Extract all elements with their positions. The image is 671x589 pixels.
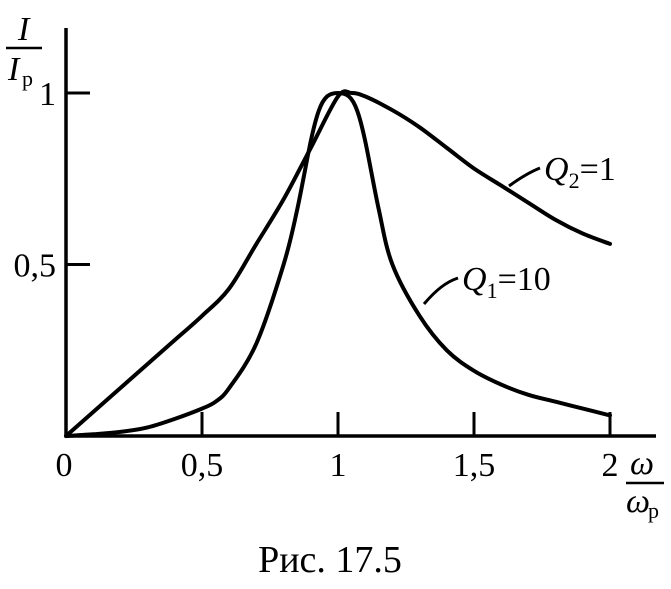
x-tick-label: 0 bbox=[56, 447, 73, 484]
series-line-q1 bbox=[64, 91, 612, 438]
series-label-q1-leader bbox=[422, 276, 459, 305]
y-axis-label-denominator-sub: р bbox=[22, 66, 33, 91]
x-axis-label: ω ω р bbox=[626, 445, 664, 523]
series-label-q1-text: Q1=10 bbox=[462, 261, 551, 303]
x-tick-label: 2 bbox=[602, 447, 619, 484]
series-line-q2 bbox=[64, 89, 612, 438]
x-tick-label: 0,5 bbox=[181, 447, 224, 484]
series-label-q2-text: Q2=1 bbox=[544, 151, 616, 193]
x-tick-label: 1,5 bbox=[453, 447, 496, 484]
y-axis-label: I I р bbox=[6, 11, 42, 91]
series-label-q2-leader bbox=[508, 166, 541, 188]
x-tick-label: 1 bbox=[330, 447, 347, 484]
figure-caption: Рис. 17.5 bbox=[258, 539, 402, 581]
y-axis-label-denominator: I bbox=[7, 51, 21, 88]
series-label-q2: Q2=1 bbox=[508, 151, 616, 193]
series-label-q1: Q1=10 bbox=[422, 261, 551, 305]
y-tick-label: 0,5 bbox=[14, 248, 57, 285]
y-axis-label-numerator: I bbox=[17, 11, 31, 48]
x-axis-label-denominator: ω bbox=[626, 483, 650, 520]
x-axis-label-denominator-sub: р bbox=[648, 498, 659, 523]
x-axis-label-numerator: ω bbox=[630, 445, 654, 482]
y-tick-label: 1 bbox=[39, 76, 56, 113]
